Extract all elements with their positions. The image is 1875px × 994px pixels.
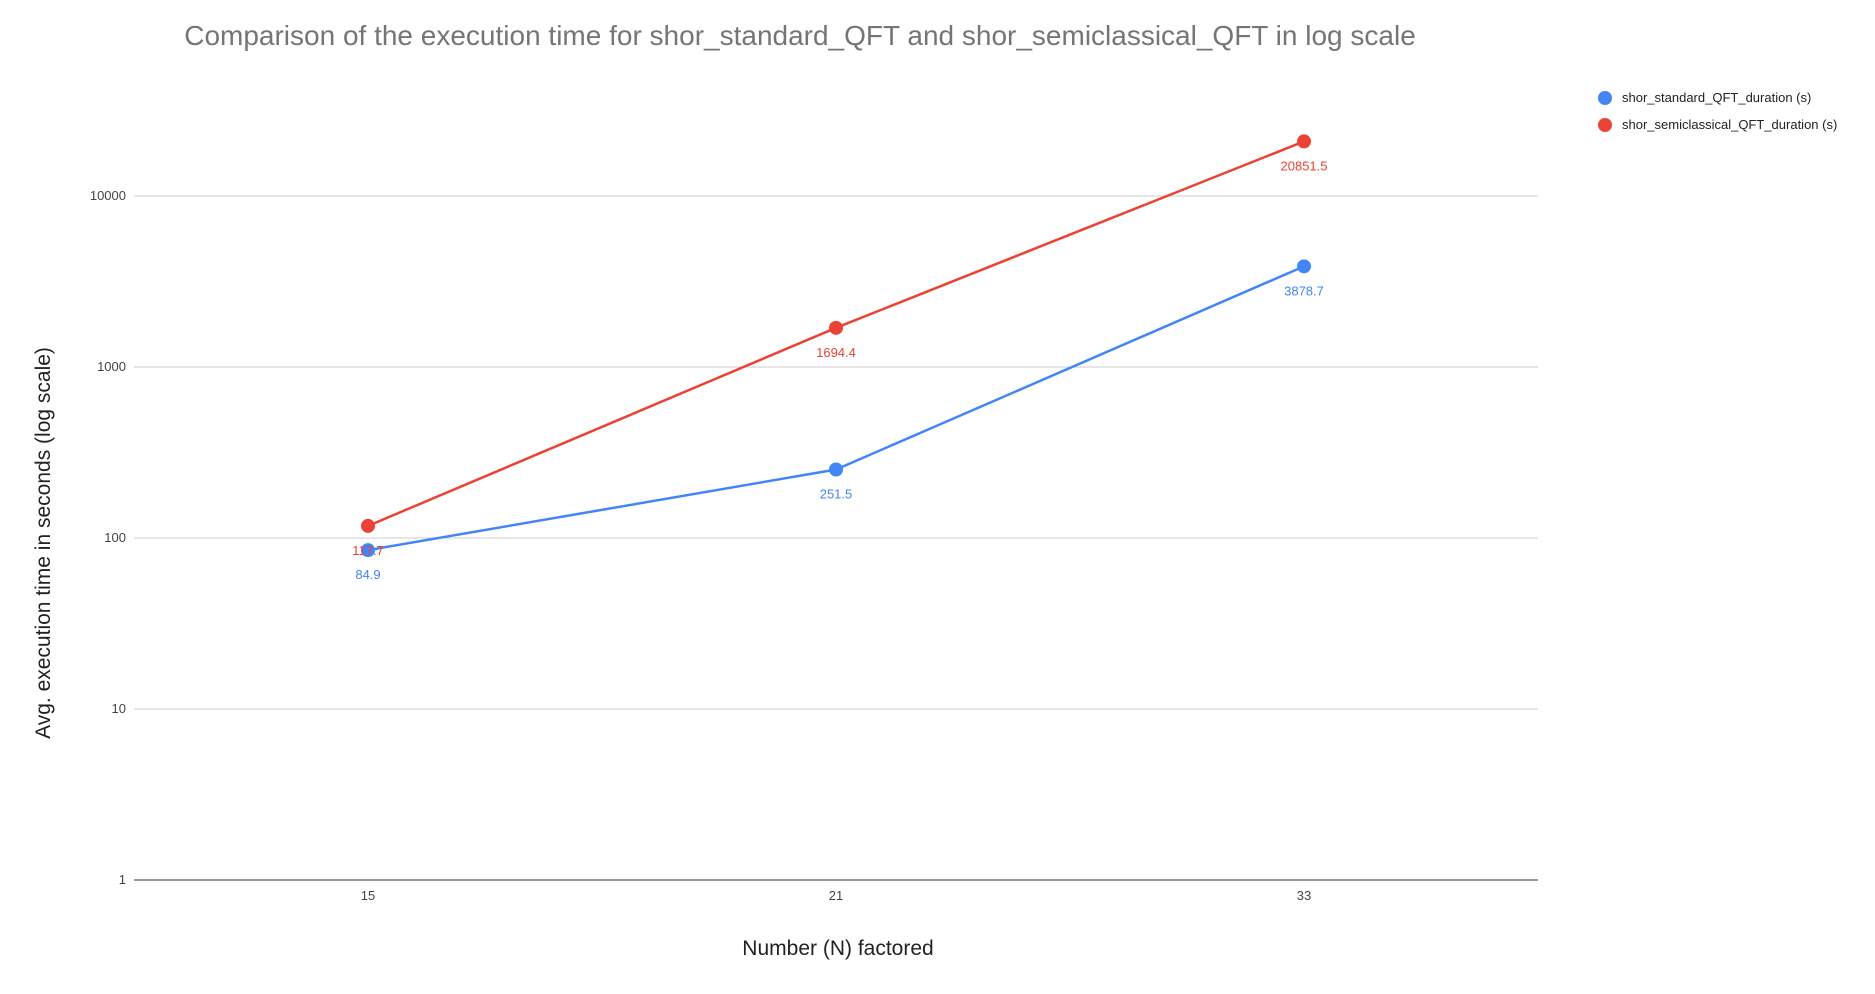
chart-legend: shor_standard_QFT_duration (s) shor_semi… [1598,84,1837,138]
x-axis-label: Number (N) factored [742,937,934,960]
y-tick-label: 10 [112,701,126,716]
y-axis-label: Avg. execution time in seconds (log scal… [32,347,55,739]
data-point-standard [829,462,843,477]
y-tick-label: 100 [104,530,126,545]
y-tick-label: 1 [119,872,126,887]
x-tick-label: 15 [361,888,375,903]
legend-marker-standard [1598,90,1612,105]
series-line-standard [367,265,1305,552]
data-label-semiclassical: 20851.5 [1281,158,1328,173]
data-label-semiclassical: 117.7 [352,543,384,558]
data-point-semiclassical [1297,134,1311,149]
legend-item-semiclassical[interactable]: shor_semiclassical_QFT_duration (s) [1598,111,1837,138]
chart-title: Comparison of the execution time for sho… [184,20,1416,51]
legend-marker-semiclassical [1598,117,1612,132]
data-label-standard: 3878.7 [1284,283,1324,298]
legend-item-standard[interactable]: shor_standard_QFT_duration (s) [1598,84,1837,111]
x-tick-label: 33 [1297,888,1311,903]
data-label-standard: 251.5 [820,487,853,502]
data-point-semiclassical [361,518,375,533]
y-tick-label: 1000 [97,359,126,374]
legend-label-semiclassical: shor_semiclassical_QFT_duration (s) [1622,117,1838,132]
data-label-semiclassical: 1694.4 [816,345,856,360]
legend-label-standard: shor_standard_QFT_duration (s) [1622,90,1812,105]
y-tick-label: 10000 [90,188,126,203]
data-point-standard [361,543,375,558]
data-point-standard [1297,259,1311,274]
data-point-semiclassical [829,320,843,335]
data-label-standard: 84.9 [355,567,380,582]
x-tick-label: 21 [829,888,843,903]
